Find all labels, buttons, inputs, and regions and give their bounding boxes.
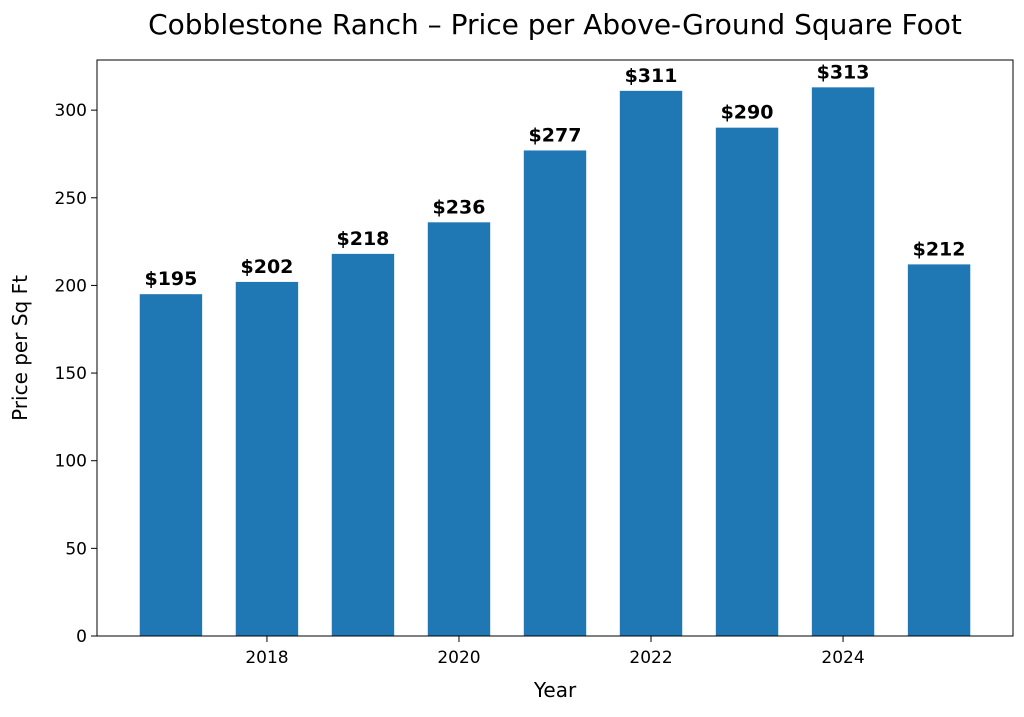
y-tick-label: 150 — [55, 364, 87, 384]
data-label-2023: $290 — [721, 102, 774, 124]
data-label-2022: $311 — [625, 65, 678, 87]
bar-2018 — [235, 281, 299, 636]
data-label-2017: $195 — [144, 268, 197, 290]
x-tick-label: 2024 — [821, 648, 864, 668]
bar-2019 — [331, 253, 395, 636]
x-tick-label: 2022 — [629, 648, 672, 668]
y-tick-label: 250 — [55, 189, 87, 209]
y-tick-label: 50 — [65, 539, 87, 559]
y-tick-label: 200 — [55, 276, 87, 296]
x-tick-label: 2018 — [245, 648, 288, 668]
data-label-2025: $212 — [913, 238, 966, 260]
bar-2025 — [907, 264, 971, 636]
data-label-2020: $236 — [433, 196, 486, 218]
y-axis-label: Price per Sq Ft — [8, 275, 32, 421]
bar-2023 — [715, 127, 779, 637]
y-tick-label: 100 — [55, 452, 87, 472]
y-tick-label: 300 — [55, 101, 87, 121]
bar-2020 — [427, 222, 491, 636]
data-label-2018: $202 — [241, 256, 294, 278]
x-tick-label: 2020 — [437, 648, 480, 668]
chart-title: Cobblestone Ranch – Price per Above-Grou… — [148, 8, 962, 41]
y-tick-label: 0 — [76, 627, 87, 647]
plot-frame — [96, 59, 1014, 637]
bar-2022 — [619, 90, 683, 636]
data-label-2019: $218 — [337, 228, 390, 250]
data-label-2024: $313 — [817, 61, 870, 83]
x-axis-label: Year — [533, 678, 577, 702]
bar-2021 — [523, 150, 587, 637]
bar-2017 — [139, 294, 203, 636]
bar-2024 — [811, 87, 875, 637]
data-label-2021: $277 — [529, 124, 582, 146]
